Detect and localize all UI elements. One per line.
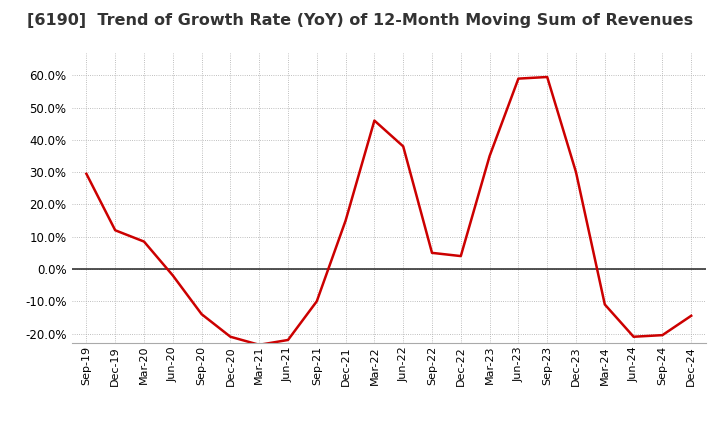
Text: [6190]  Trend of Growth Rate (YoY) of 12-Month Moving Sum of Revenues: [6190] Trend of Growth Rate (YoY) of 12-…	[27, 13, 693, 28]
